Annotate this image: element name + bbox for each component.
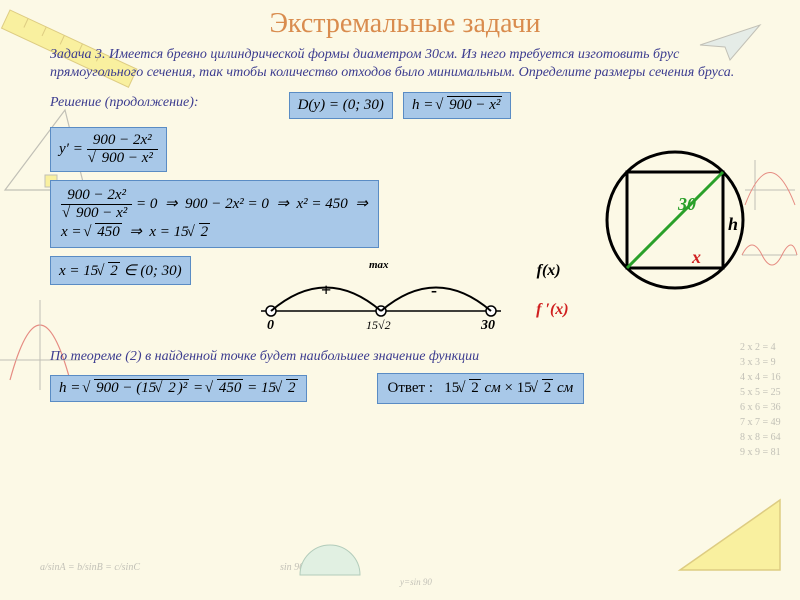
- svg-text:15√2: 15√2: [366, 318, 391, 332]
- problem-statement: Задача 3. Имеется бревно цилиндрической …: [50, 46, 760, 82]
- fprime-label: f ′(x): [536, 301, 568, 319]
- svg-text:9 x 9 = 81: 9 x 9 = 81: [740, 447, 781, 458]
- sign-diagram: + - 0 15√2 30 max f(x) f ′(x): [241, 256, 521, 341]
- svg-text:0: 0: [267, 318, 274, 333]
- fx-label: f(x): [537, 262, 561, 280]
- svg-text:a/sinA = b/sinB = c/sinC: a/sinA = b/sinB = c/sinC: [40, 562, 140, 573]
- svg-text:sin 90°=1: sin 90°=1: [280, 562, 320, 573]
- svg-text:+: +: [321, 280, 331, 300]
- h-result-box: h = 900 − (152)² = 450 = 152: [50, 375, 307, 402]
- row-solution-header: Решение (продолжение): D(y) = (0; 30) h …: [50, 92, 760, 119]
- interval-box: x = 152 ∈ (0; 30): [50, 256, 191, 285]
- circle-square-diagram: 30 h x: [600, 145, 750, 295]
- svg-text:8 x 8 = 64: 8 x 8 = 64: [740, 432, 781, 443]
- x-label: x: [691, 247, 701, 267]
- domain-box: D(y) = (0; 30): [289, 92, 393, 119]
- svg-text:30: 30: [480, 318, 495, 333]
- yprime-box: y′ = 900 − 2x² 900 − x²: [50, 127, 167, 172]
- h-box: h = 900 − x²: [403, 92, 511, 119]
- svg-text:y=sin 90: y=sin 90: [399, 577, 432, 587]
- solution-label: Решение (продолжение):: [50, 95, 199, 111]
- row-result: h = 900 − (152)² = 450 = 152 Ответ : 152…: [50, 373, 760, 404]
- theorem-text: По теореме (2) в найденной точке будет н…: [50, 349, 760, 365]
- svg-text:max: max: [369, 259, 389, 271]
- svg-text:-: -: [431, 280, 437, 300]
- answer-box: Ответ : 152 см × 152 см: [377, 373, 585, 404]
- slide-title: Экстремальные задачи: [50, 8, 760, 40]
- h-label: h: [728, 214, 738, 234]
- equation-box: 900 − 2x² 900 − x² = 0 ⇒ 900 − 2x² = 0 ⇒…: [50, 180, 379, 248]
- answer-label: Ответ :: [388, 380, 434, 396]
- diag-label: 30: [677, 194, 696, 214]
